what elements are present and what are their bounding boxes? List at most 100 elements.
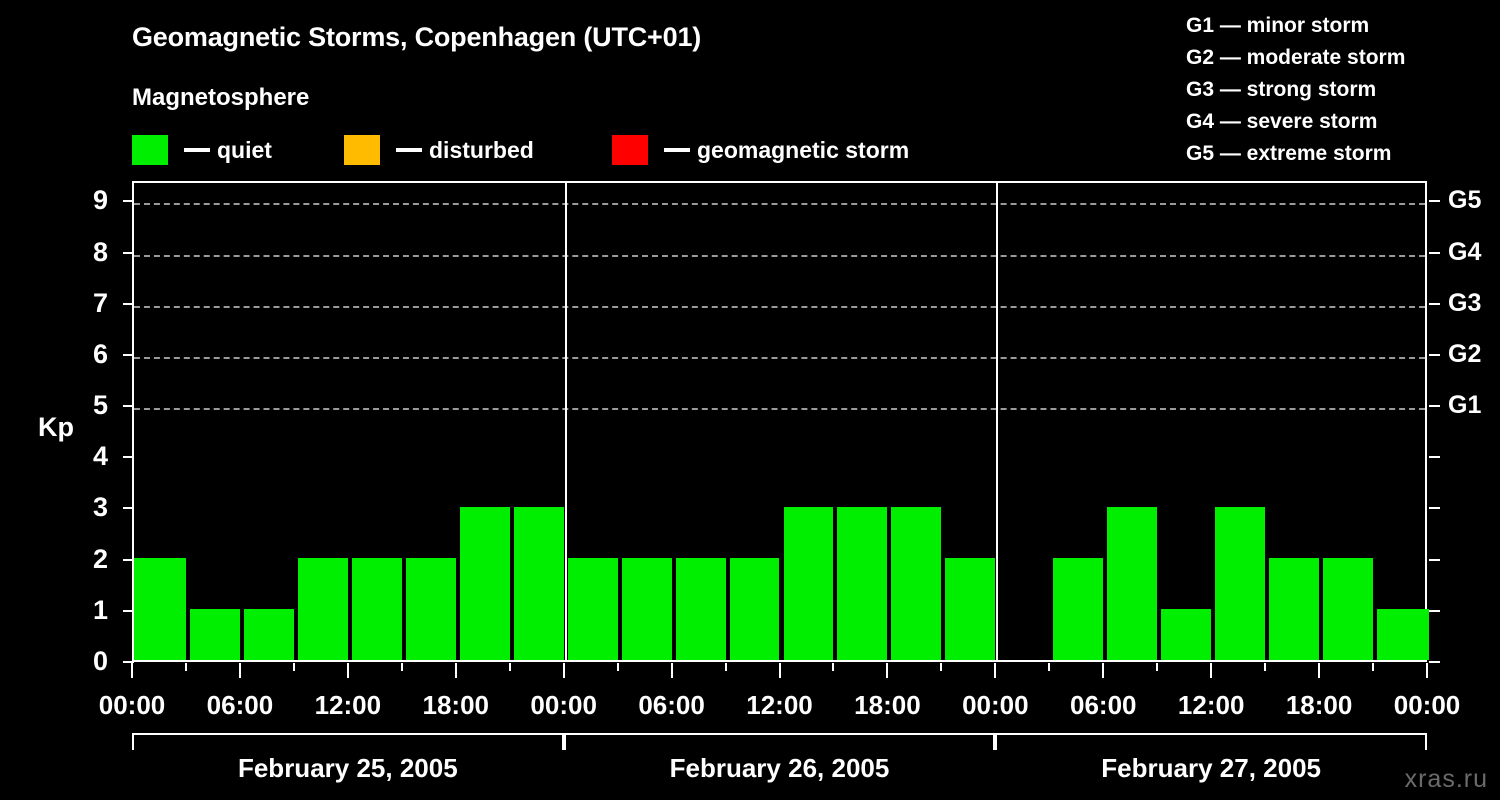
x-tick-label-12: 00:00 xyxy=(1393,690,1461,720)
y-tick-label-2: 2 xyxy=(92,543,108,574)
x-tick-label-2: 12:00 xyxy=(314,690,382,720)
y-tick-label-9: 9 xyxy=(92,185,108,216)
y-tick-label-5: 5 xyxy=(92,390,108,421)
g-tick-mark-kp-5 xyxy=(1429,405,1440,408)
legend-label-disturbed: disturbed xyxy=(429,136,534,163)
y-tick-label-1: 1 xyxy=(92,594,108,625)
x-tick-mark-h30 xyxy=(670,663,673,678)
date-bracket xyxy=(132,733,564,750)
plot-area xyxy=(134,183,1429,660)
legend-dash-icon xyxy=(396,148,422,152)
page-title: Geomagnetic Storms, Copenhagen (UTC+01) xyxy=(132,22,702,52)
g-tick-mark-kp-3 xyxy=(1429,507,1440,510)
bar-kp xyxy=(837,506,888,660)
y-tick-label-4: 4 xyxy=(92,441,108,472)
x-tick-label-5: 06:00 xyxy=(638,690,705,720)
bar-kp xyxy=(1161,608,1212,660)
bar-kp xyxy=(351,557,402,660)
x-tick-mark-h39 xyxy=(832,663,835,671)
bar-kp xyxy=(675,557,726,660)
legend-label-quiet: quiet xyxy=(217,136,272,163)
day-separator xyxy=(996,183,999,660)
gridline-kp-7 xyxy=(134,305,1425,308)
legend-entry-storm: geomagnetic storm xyxy=(612,133,909,167)
x-tick-mark-h45 xyxy=(940,663,943,671)
y-tick-mark-6 xyxy=(123,353,134,356)
x-tick-mark-h3 xyxy=(184,663,187,671)
bar-kp xyxy=(513,506,564,660)
magnetosphere-label: Magnetosphere xyxy=(132,84,310,111)
legend-label-storm: geomagnetic storm xyxy=(697,136,910,163)
g-tick-mark-kp-7 xyxy=(1429,302,1440,305)
bar-kp xyxy=(1323,557,1374,660)
g-scale-row-g3: G3 — strong storm xyxy=(1186,78,1377,101)
g-axis-label-g1: G1 xyxy=(1448,391,1482,420)
y-tick-mark-2 xyxy=(123,558,134,561)
x-tick-label-9: 06:00 xyxy=(1070,690,1137,720)
g-axis-label-g3: G3 xyxy=(1448,288,1482,317)
bar-kp xyxy=(891,506,942,660)
bar-kp xyxy=(621,557,672,660)
y-tick-mark-8 xyxy=(123,251,134,254)
plot-frame xyxy=(132,181,1429,662)
legend-dash-icon xyxy=(184,148,210,152)
y-tick-label-0: 0 xyxy=(92,646,108,676)
g-scale-legend: G1 — minor storm G2 — moderate storm G3 — … xyxy=(1186,10,1486,170)
gridline-kp-6 xyxy=(134,356,1425,359)
bar-kp xyxy=(1053,557,1104,660)
bar-kp xyxy=(1215,506,1266,660)
bar-kp xyxy=(459,506,510,660)
y-tick-label-7: 7 xyxy=(92,287,108,318)
g-scale-row-g5: G5 — extreme storm xyxy=(1186,142,1392,165)
bar-kp xyxy=(243,608,294,660)
legend-swatch-storm-icon xyxy=(612,135,648,165)
y-tick-mark-5 xyxy=(123,405,134,408)
legend-dash-icon xyxy=(664,148,690,152)
y-tick-mark-0 xyxy=(123,661,134,663)
g-tick-mark-kp-4 xyxy=(1429,456,1440,459)
gridline-kp-9 xyxy=(134,203,1425,206)
date-label-day1: February 25, 2005 xyxy=(237,753,458,783)
y-tick-mark-3 xyxy=(123,507,134,510)
x-tick-mark-h18 xyxy=(454,663,457,678)
bar-kp xyxy=(945,557,996,660)
bar-kp xyxy=(1377,608,1429,660)
day-separator xyxy=(564,183,567,660)
g-scale-row-g1: G1 — minor storm xyxy=(1186,14,1370,37)
x-tick-mark-h9 xyxy=(292,663,295,671)
x-tick-mark-h57 xyxy=(1156,663,1159,671)
g-scale-row-g2: G2 — moderate storm xyxy=(1186,46,1406,69)
x-tick-label-0: 00:00 xyxy=(98,690,166,720)
bar-kp xyxy=(134,557,186,660)
y-tick-label-8: 8 xyxy=(92,236,108,267)
y-tick-mark-9 xyxy=(123,200,134,203)
g-tick-mark-kp-8 xyxy=(1429,251,1440,254)
x-tick-label-8: 00:00 xyxy=(962,690,1029,720)
gridline-kp-5 xyxy=(134,408,1425,411)
date-label-day2: February 26, 2005 xyxy=(669,753,890,783)
y-tick-label-3: 3 xyxy=(92,492,108,523)
x-tick-label-3: 18:00 xyxy=(422,690,490,720)
x-tick-mark-h72 xyxy=(1426,663,1428,678)
y-tick-mark-1 xyxy=(123,609,134,612)
legend-swatch-disturbed-icon xyxy=(344,135,380,165)
gridline-kp-8 xyxy=(134,254,1425,257)
legend-swatch-quiet-icon xyxy=(132,135,168,165)
x-tick-label-11: 18:00 xyxy=(1285,690,1353,720)
y-tick-mark-4 xyxy=(123,456,134,459)
g-axis-label-g5: G5 xyxy=(1448,186,1482,215)
date-bracket xyxy=(563,733,996,750)
g-tick-mark-kp-9 xyxy=(1429,200,1440,203)
x-tick-label-7: 18:00 xyxy=(854,690,921,720)
x-tick-mark-h63 xyxy=(1264,663,1267,671)
y-tick-label-6: 6 xyxy=(92,338,108,369)
y-axis-title: Kp xyxy=(38,412,74,442)
g-tick-mark-kp-0 xyxy=(1429,661,1440,663)
g-tick-mark-kp-6 xyxy=(1429,353,1440,356)
legend-entry-quiet: quiet xyxy=(132,133,272,167)
g-tick-mark-kp-2 xyxy=(1429,558,1440,561)
bar-kp xyxy=(405,557,456,660)
g-scale-row-g4: G4 — severe storm xyxy=(1186,110,1378,133)
x-tick-mark-h42 xyxy=(886,663,889,678)
x-tick-label-6: 12:00 xyxy=(746,690,813,720)
